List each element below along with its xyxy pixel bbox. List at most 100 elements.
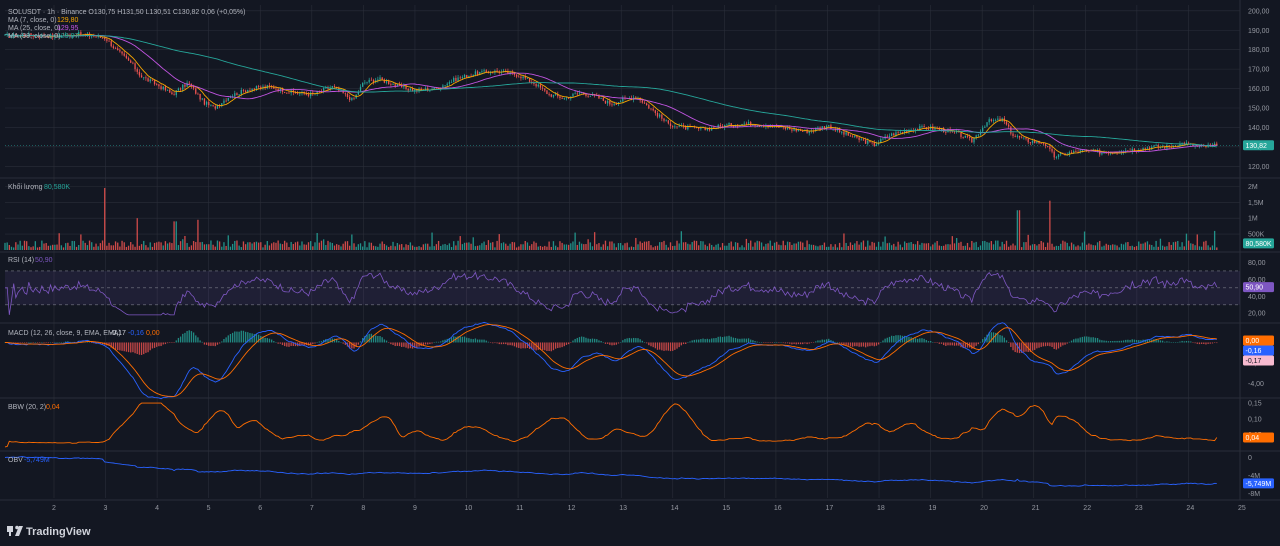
candle-body[interactable] — [192, 86, 195, 89]
volume-bar[interactable] — [160, 242, 162, 250]
volume-bar[interactable] — [1016, 210, 1019, 250]
candle-body[interactable] — [156, 84, 158, 86]
candle-body[interactable] — [114, 48, 117, 49]
volume-bar[interactable] — [984, 240, 986, 250]
volume-bar[interactable] — [938, 245, 940, 250]
volume-bar[interactable] — [424, 243, 427, 250]
candle-body[interactable] — [184, 84, 186, 87]
candle-body[interactable] — [641, 100, 643, 103]
volume-bar[interactable] — [405, 244, 407, 250]
volume-bar[interactable] — [1138, 241, 1140, 250]
volume-bar[interactable] — [895, 246, 897, 250]
candle-body[interactable] — [227, 97, 229, 101]
candle-body[interactable] — [201, 98, 203, 100]
volume-bar[interactable] — [1203, 241, 1205, 250]
candle-body[interactable] — [1213, 143, 1216, 145]
volume-bar[interactable] — [1127, 242, 1129, 250]
candle-body[interactable] — [953, 130, 956, 133]
candle-body[interactable] — [1014, 136, 1016, 137]
candle-body[interactable] — [914, 128, 917, 131]
volume-bar[interactable] — [962, 245, 964, 250]
volume-bar[interactable] — [812, 244, 815, 250]
volume-bar[interactable] — [1148, 244, 1151, 250]
volume-bar[interactable] — [323, 239, 325, 250]
volume-bar[interactable] — [390, 245, 392, 250]
volume-bar[interactable] — [82, 240, 84, 250]
candle-body[interactable] — [101, 37, 104, 39]
candle-body[interactable] — [793, 128, 795, 131]
volume-bar[interactable] — [1144, 242, 1146, 250]
candle-body[interactable] — [359, 86, 362, 92]
candle-body[interactable] — [273, 86, 275, 89]
volume-bar[interactable] — [127, 245, 130, 250]
volume-bar[interactable] — [561, 242, 563, 250]
volume-bar[interactable] — [179, 241, 182, 250]
candle-body[interactable] — [557, 94, 559, 97]
volume-bar[interactable] — [273, 242, 275, 250]
volume-bar[interactable] — [1211, 245, 1214, 250]
volume-bar[interactable] — [1023, 242, 1025, 250]
volume-bar[interactable] — [1038, 244, 1040, 250]
candle-body[interactable] — [698, 127, 700, 129]
candle-body[interactable] — [88, 33, 91, 37]
candle-body[interactable] — [1051, 148, 1053, 152]
candle-body[interactable] — [502, 70, 505, 72]
volume-bar[interactable] — [429, 246, 431, 250]
volume-bar[interactable] — [479, 245, 481, 250]
candle-body[interactable] — [1068, 152, 1071, 155]
volume-bar[interactable] — [277, 240, 279, 250]
volume-bar[interactable] — [702, 241, 704, 250]
candle-body[interactable] — [368, 79, 370, 83]
volume-bar[interactable] — [99, 243, 102, 250]
candle-body[interactable] — [1107, 152, 1110, 154]
candle-body[interactable] — [453, 77, 455, 82]
volume-bar[interactable] — [1192, 243, 1194, 250]
volume-bar[interactable] — [331, 242, 333, 250]
volume-bar[interactable] — [58, 233, 60, 250]
volume-bar[interactable] — [899, 244, 901, 250]
candle-body[interactable] — [875, 144, 878, 147]
volume-bar[interactable] — [849, 242, 852, 250]
volume-bar[interactable] — [1057, 246, 1060, 250]
candle-body[interactable] — [370, 79, 373, 81]
volume-bar[interactable] — [769, 240, 771, 250]
candle-body[interactable] — [353, 97, 355, 99]
volume-bar[interactable] — [739, 247, 741, 250]
volume-bar[interactable] — [260, 242, 262, 250]
volume-bar[interactable] — [249, 242, 251, 250]
volume-bar[interactable] — [223, 242, 225, 250]
volume-bar[interactable] — [156, 242, 158, 250]
candle-body[interactable] — [8, 34, 10, 38]
volume-bar[interactable] — [583, 244, 585, 250]
candle-body[interactable] — [433, 87, 435, 90]
volume-bar[interactable] — [427, 243, 429, 250]
volume-bar[interactable] — [949, 244, 951, 250]
candle-body[interactable] — [210, 105, 212, 106]
volume-bar[interactable] — [281, 244, 284, 250]
volume-bar[interactable] — [505, 243, 507, 250]
volume-bar[interactable] — [810, 244, 813, 250]
candle-body[interactable] — [1034, 140, 1036, 143]
candle-body[interactable] — [1005, 121, 1008, 125]
candle-body[interactable] — [513, 72, 516, 75]
volume-bar[interactable] — [665, 244, 667, 250]
candle-body[interactable] — [470, 75, 472, 77]
volume-bar[interactable] — [524, 241, 526, 250]
volume-bar[interactable] — [112, 245, 115, 250]
candle-body[interactable] — [296, 93, 299, 95]
candle-body[interactable] — [1146, 147, 1149, 149]
candle-body[interactable] — [496, 70, 498, 72]
volume-bar[interactable] — [767, 243, 769, 250]
candle-body[interactable] — [403, 85, 405, 88]
candle-body[interactable] — [845, 132, 847, 135]
volume-bar[interactable] — [114, 241, 117, 250]
volume-bar[interactable] — [808, 244, 810, 250]
candle-body[interactable] — [381, 77, 383, 80]
candle-body[interactable] — [1057, 154, 1060, 158]
candle-body[interactable] — [344, 93, 347, 95]
candle-body[interactable] — [125, 55, 128, 59]
volume-bar[interactable] — [431, 232, 433, 250]
candle-body[interactable] — [108, 40, 110, 42]
candle-body[interactable] — [132, 62, 134, 64]
